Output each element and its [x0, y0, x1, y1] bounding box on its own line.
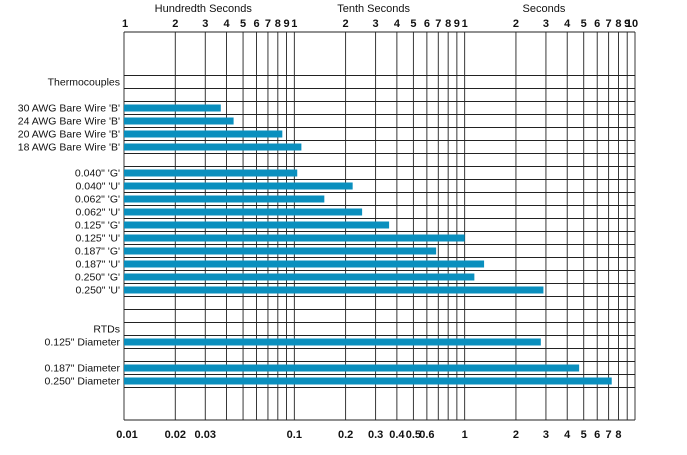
top-tick-label: 9 [454, 18, 460, 30]
row-label: 0.040" 'G' [75, 168, 120, 180]
bar [124, 117, 234, 125]
top-tick-label: 2 [513, 18, 519, 30]
bottom-tick-label: 0.5 [406, 429, 421, 441]
row-label: 0.250" 'G' [75, 272, 120, 284]
bottom-tick-label: 0.03 [195, 429, 216, 441]
top-tick-label: 5 [410, 18, 416, 30]
top-tick-label: 5 [240, 18, 246, 30]
top-tick-label: 8 [275, 18, 281, 30]
bar [124, 195, 325, 203]
top-tick-label: 3 [202, 18, 208, 30]
row-label: 0.125" 'G' [75, 220, 120, 232]
row-label: 0.125" Diameter [44, 337, 120, 349]
row-label: 0.062" 'G' [75, 194, 120, 206]
top-tick-label: 7 [265, 18, 271, 30]
row-label: RTDs [93, 324, 120, 336]
bar [124, 130, 283, 138]
row-label: 0.125" 'U' [75, 233, 120, 245]
top-tick-label: 4 [223, 18, 230, 30]
bottom-tick-label: 8 [615, 429, 621, 441]
row-label: 0.062" 'U' [75, 207, 120, 219]
top-tick-label: 1 [291, 18, 297, 30]
bar [124, 286, 544, 294]
bottom-tick-label: 6 [594, 429, 600, 441]
top-tick-label: 10 [626, 18, 638, 30]
bar [124, 208, 363, 216]
bottom-tick-label: 2 [513, 429, 519, 441]
bar [124, 338, 541, 346]
row-label: 18 AWG Bare Wire 'B' [18, 142, 120, 154]
bottom-tick-label: 0.3 [368, 429, 383, 441]
bottom-axis-ticks: 0.01 0.02 0.03 0.1 0.2 0.3 0.4 0.50.6 1 2 3 4 5 6 7 8 [116, 429, 621, 441]
bar [124, 234, 465, 242]
row-label: 0.187" Diameter [44, 363, 120, 375]
top-tick-label: 8 [445, 18, 451, 30]
top-tick-label: 3 [543, 18, 549, 30]
row-label: 0.040" 'U' [75, 181, 120, 193]
top-tick-label: 9 [283, 18, 289, 30]
top-tick-label: 6 [253, 18, 259, 30]
row-label: 0.187" 'U' [75, 259, 120, 271]
bottom-tick-label: 0.1 [287, 429, 302, 441]
top-tick-label: 5 [581, 18, 587, 30]
top-tick-label: 6 [594, 18, 600, 30]
bar [124, 273, 475, 281]
bar [124, 260, 485, 268]
bar [124, 182, 353, 190]
bottom-tick-label: 0.02 [165, 429, 186, 441]
top-group-label: Hundredth Seconds [155, 3, 253, 15]
top-tick-label: 2 [172, 18, 178, 30]
top-tick-label: 2 [343, 18, 349, 30]
top-tick-label: 7 [606, 18, 612, 30]
bar [124, 377, 612, 385]
top-tick-label: 3 [373, 18, 379, 30]
top-tick-label: 8 [615, 18, 621, 30]
bottom-tick-label: 0.2 [338, 429, 353, 441]
bar [124, 247, 437, 255]
top-tick-label: 6 [424, 18, 430, 30]
top-axis-group-labels: Hundredth Seconds Tenth Seconds Seconds [155, 3, 566, 15]
top-axis-ticks: 1 2 3 4 5 6 7 8 9 1 2 3 4 5 6 7 8 9 1 2 3 4 5 6 7 8 910 [122, 18, 638, 30]
row-label: 20 AWG Bare Wire 'B' [18, 129, 120, 141]
bottom-tick-label: 5 [581, 429, 587, 441]
row-label: 0.250" 'U' [75, 285, 120, 297]
bar [124, 364, 580, 372]
row-label: 30 AWG Bare Wire 'B' [18, 103, 120, 115]
row-label: 0.187" 'G' [75, 246, 120, 258]
bar [124, 169, 298, 177]
bottom-tick-label: 0.4 [389, 429, 405, 441]
bottom-tick-label: 1 [462, 429, 468, 441]
bar [124, 221, 390, 229]
top-tick-label: 1 [462, 18, 468, 30]
bottom-tick-label: 0.6 [419, 429, 434, 441]
bar [124, 143, 302, 151]
bars [124, 104, 612, 385]
top-group-label: Seconds [523, 3, 566, 15]
grid-lines [123, 31, 636, 421]
top-group-label: Tenth Seconds [337, 3, 410, 15]
bottom-tick-label: 4 [564, 429, 571, 441]
bottom-tick-label: 7 [606, 429, 612, 441]
top-tick-label: 1 [122, 18, 128, 30]
bottom-tick-label: 0.01 [116, 429, 137, 441]
row-label: Thermocouples [48, 77, 120, 89]
row-label: 0.250" Diameter [44, 376, 120, 388]
top-tick-label: 4 [564, 18, 571, 30]
bottom-tick-label: 3 [543, 429, 549, 441]
top-tick-label: 4 [394, 18, 401, 30]
top-tick-label: 7 [435, 18, 441, 30]
bar [124, 104, 221, 112]
row-labels: Thermocouples 30 AWG Bare Wire 'B'24 AWG … [18, 77, 121, 388]
row-label: 24 AWG Bare Wire 'B' [18, 116, 120, 128]
top-tick-label: 9 [624, 18, 630, 30]
